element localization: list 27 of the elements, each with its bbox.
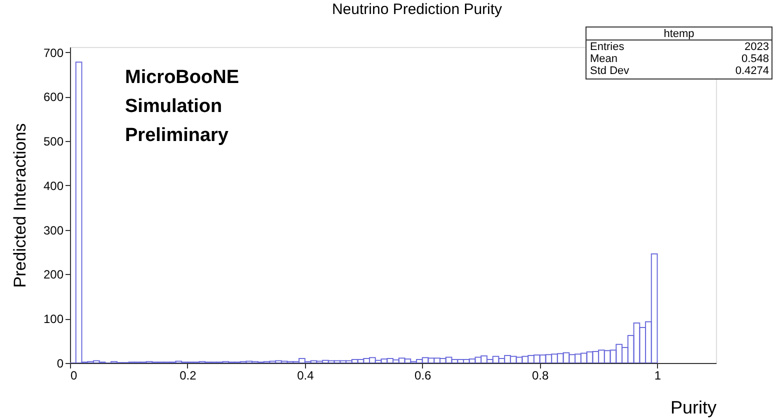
text: htemp	[664, 28, 694, 40]
x-axis-title: Purity	[670, 398, 716, 418]
chart-title: Neutrino Prediction Purity	[332, 1, 503, 18]
x-tick-label: 0.2	[180, 368, 197, 382]
y-tick-label: 100	[43, 312, 64, 326]
annotation: Entries	[590, 41, 625, 53]
text: 0.4274	[735, 65, 769, 77]
annotation: Std Dev	[590, 65, 630, 77]
annotation: Preliminary	[125, 125, 229, 146]
x-tick-label: 0.8	[532, 368, 549, 382]
y-tick-label: 0	[56, 356, 64, 370]
x-tick-label: 0.4	[297, 368, 314, 382]
text: 0.548	[741, 53, 769, 65]
y-axis-title: Predicted Interactions	[10, 123, 30, 288]
x-tick-label: 0	[70, 368, 78, 382]
x-tick-label: 1	[654, 368, 662, 382]
annotation: Simulation	[125, 96, 222, 117]
text: 2023	[744, 41, 769, 53]
annotation: MicroBooNE	[125, 67, 239, 88]
y-tick-label: 400	[43, 178, 64, 193]
y-tick-label: 300	[43, 223, 64, 238]
y-tick-label: 500	[43, 134, 64, 149]
y-tick-label: 700	[43, 46, 64, 60]
annotation: Mean	[590, 53, 618, 65]
y-tick-label: 200	[43, 268, 64, 282]
x-tick-label: 0.6	[414, 368, 432, 382]
y-tick-label: 600	[43, 90, 64, 104]
